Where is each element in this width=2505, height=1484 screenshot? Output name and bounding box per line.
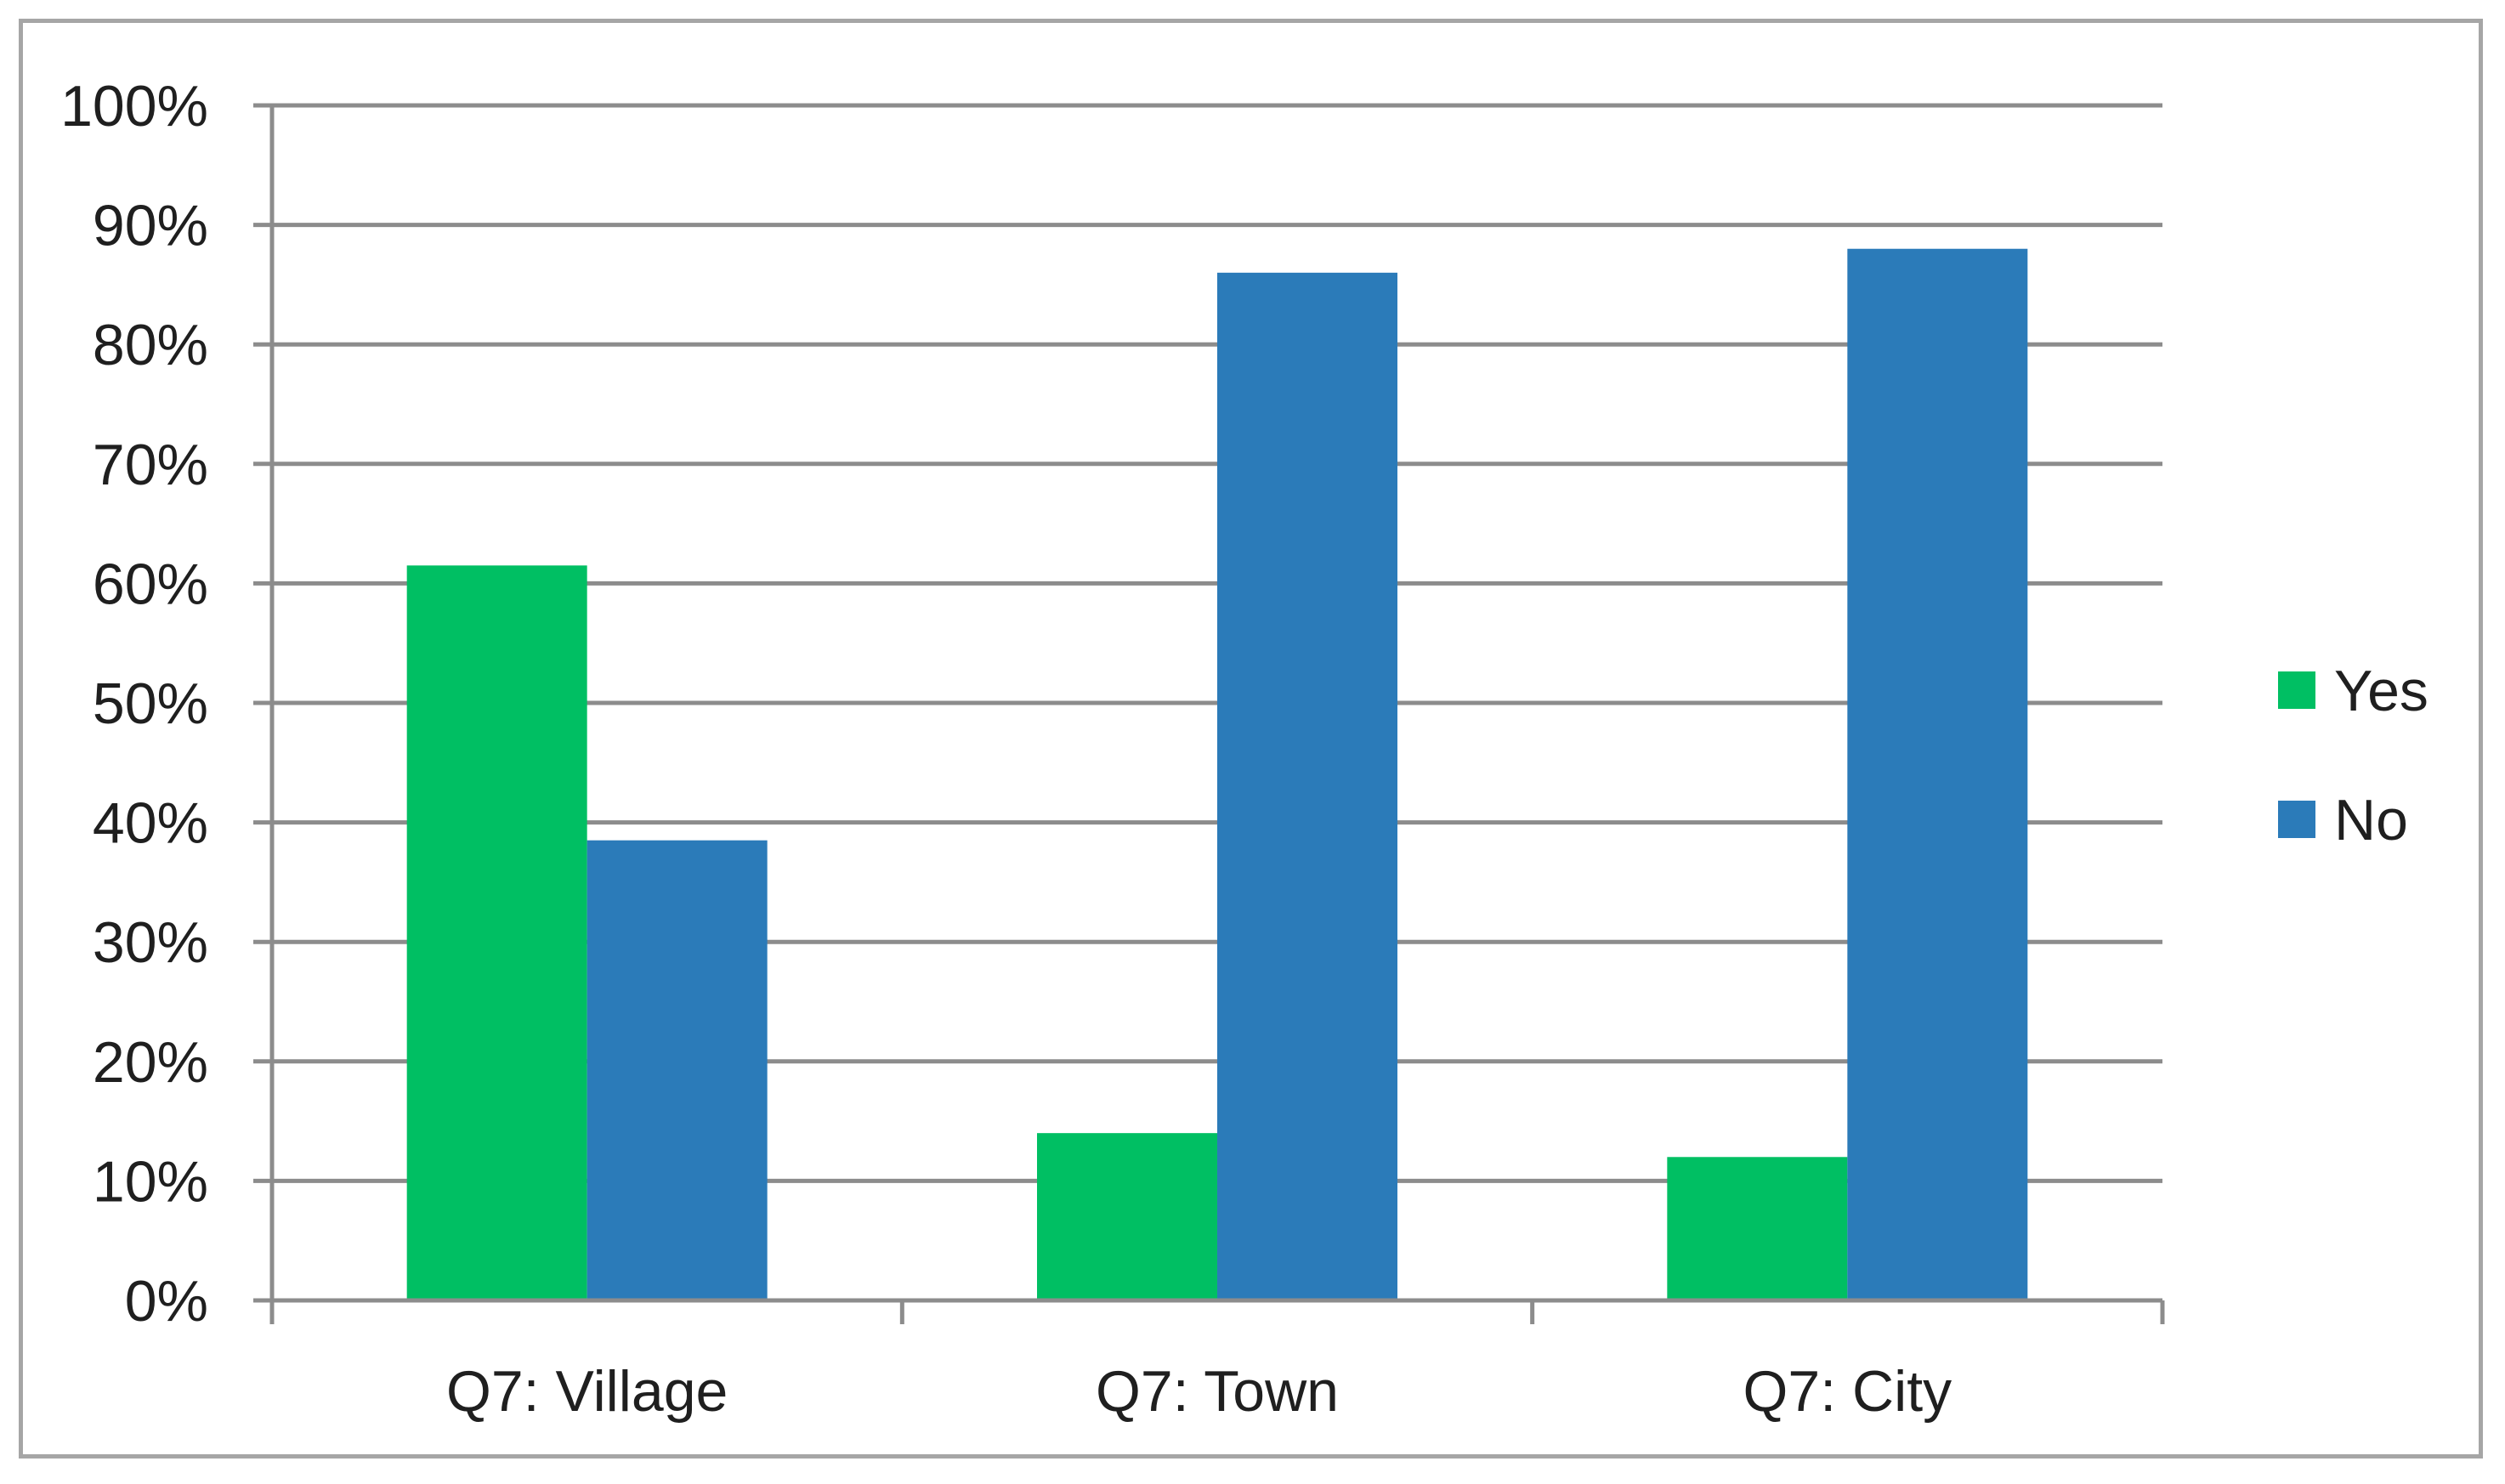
y-tick-label: 40% [93, 791, 208, 856]
bar-yes-3 [1667, 1157, 1848, 1300]
legend-swatch-yes [2278, 671, 2315, 709]
y-tick-label: 100% [60, 74, 208, 139]
x-tick-label: Q7: Town [1096, 1359, 1339, 1424]
legend: Yes No [2278, 659, 2428, 852]
bars [406, 248, 2028, 1301]
y-tick-label: 90% [93, 194, 208, 258]
y-tick-label: 0% [125, 1269, 208, 1334]
y-tick-label: 70% [93, 433, 208, 497]
y-tick-label: 20% [93, 1030, 208, 1095]
y-tick-label: 80% [93, 313, 208, 377]
legend-label-no: No [2334, 788, 2408, 852]
bar-no-1 [587, 840, 768, 1300]
x-tick-label: Q7: City [1743, 1359, 1952, 1424]
y-tick-label: 30% [93, 910, 208, 975]
legend-label-yes: Yes [2334, 659, 2428, 723]
x-axis-tick-labels: Q7: Village Q7: Town Q7: City [446, 1359, 1952, 1424]
bar-yes-2 [1037, 1133, 1217, 1300]
legend-swatch-no [2278, 801, 2315, 838]
y-tick-label: 50% [93, 671, 208, 736]
bar-yes-1 [406, 565, 587, 1300]
y-axis-tick-labels: 0% 10% 20% 30% 40% 50% 60% 70% 80% 90% 100% [60, 74, 208, 1334]
x-tick-label: Q7: Village [446, 1359, 728, 1424]
axes [253, 105, 2165, 1324]
bar-no-3 [1847, 248, 2028, 1301]
y-tick-label: 60% [93, 552, 208, 616]
bar-no-2 [1217, 272, 1397, 1301]
y-tick-label: 10% [93, 1149, 208, 1214]
